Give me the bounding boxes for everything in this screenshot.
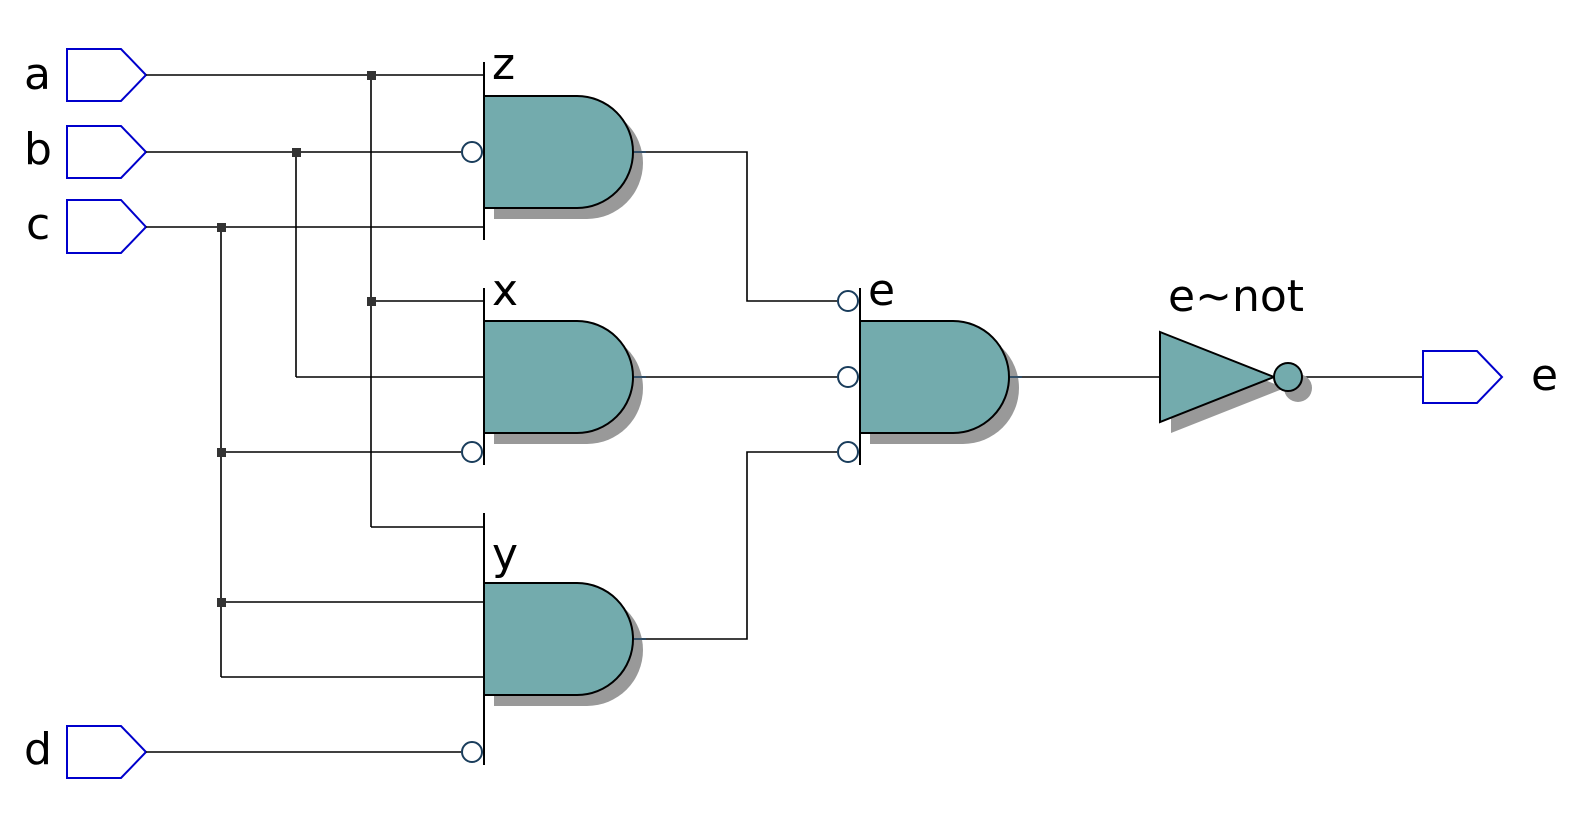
input-port-a: a [24,48,148,102]
input-label-c: c [26,199,50,250]
invert-bubble-y-d [461,741,483,763]
gate-label-e-not: e~not [1168,271,1304,322]
not-gate-e-not: e~not [1159,271,1312,433]
and-gate-x: x [461,265,646,465]
and-gate-z: z [461,39,646,240]
output-label-e: e [1531,350,1558,401]
invert-bubble-e-z [837,290,859,312]
invert-bubble-e-x [837,366,859,388]
junction-a2 [367,297,376,306]
input-label-b: b [24,124,52,175]
invert-bubble-z-b [461,141,483,163]
wire-z-to-e [640,151,837,302]
input-port-c: c [26,199,148,254]
input-label-a: a [24,49,51,100]
invert-bubble-e-y [837,441,859,463]
and-gate-y: y [461,513,646,765]
junction-c1 [217,223,226,232]
gate-label-z: z [492,39,515,90]
invert-bubble-x-c [461,441,483,463]
input-port-b: b [24,124,148,179]
junction-b [292,148,301,157]
gate-label-y: y [492,529,518,580]
input-label-d: d [24,724,52,775]
input-port-d: d [24,724,148,779]
junction-c3 [217,598,226,607]
not-gate-bubble [1273,362,1303,392]
output-port-e: e [1422,350,1558,404]
junction-a1 [367,71,376,80]
junction-c2 [217,448,226,457]
wires [146,74,1423,753]
gate-label-x: x [492,265,518,316]
gate-label-e: e [868,265,895,316]
and-gate-e: e [837,265,1022,465]
junctions [217,71,376,607]
wire-y-to-e [640,451,837,640]
